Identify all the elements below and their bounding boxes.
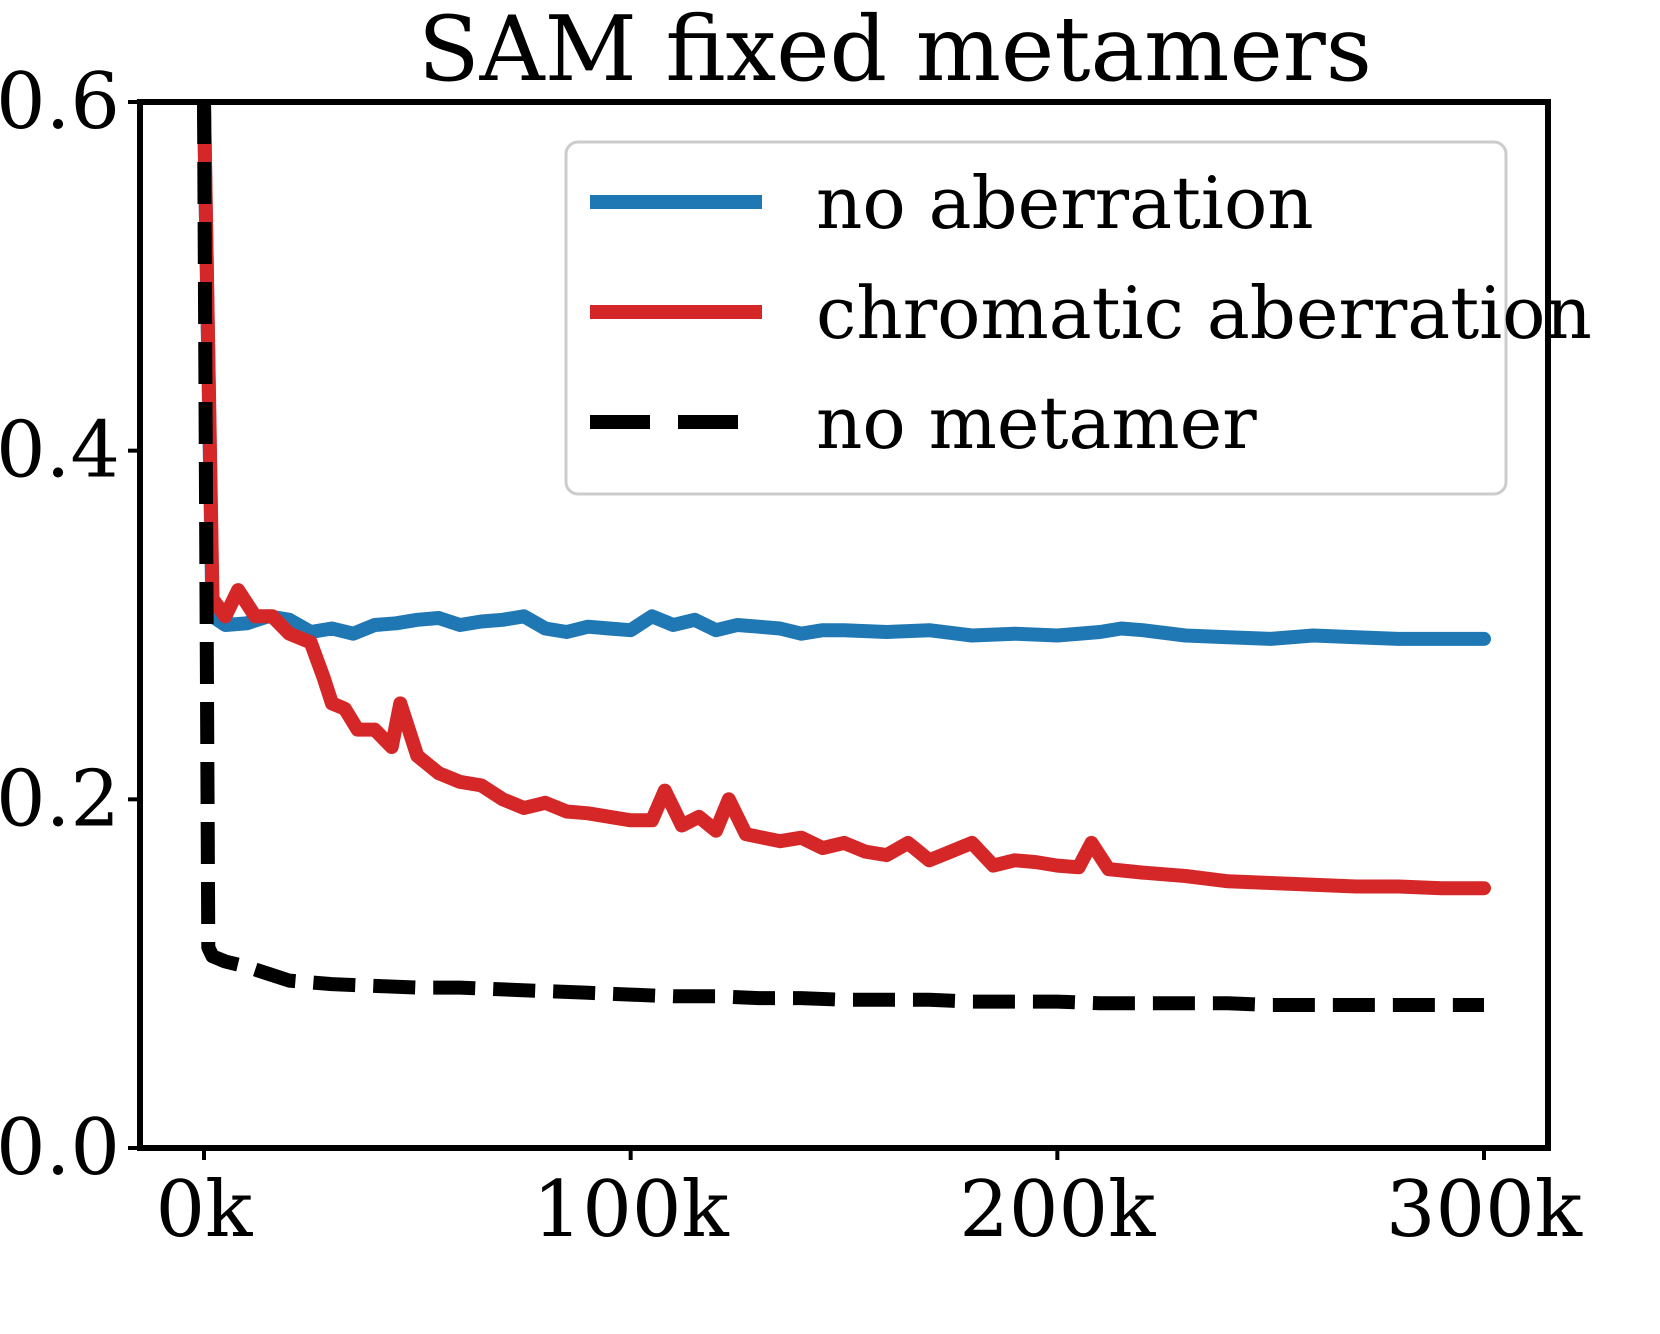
plot-area [197,102,1491,1012]
x-tick-label: 0k [156,1165,254,1255]
legend-label: no aberration [816,161,1314,245]
x-axis: 0k 100k 200k 300k [156,1148,1583,1255]
x-tick-label: 200k [959,1165,1156,1255]
series-line-chromatic-aberration [197,102,1491,896]
y-tick-label: 0.2 [0,754,120,844]
y-tick-label: 0.6 [0,57,120,147]
legend-label: no metamer [816,381,1257,465]
x-tick-label: 100k [533,1165,730,1255]
x-tick-label: 300k [1386,1165,1583,1255]
chart-title: SAM fixed metamers [418,0,1372,102]
y-axis: 0.0 0.2 0.4 0.6 [0,57,140,1193]
legend: no aberration chromatic aberration no meta… [564,140,1592,496]
series-line-no-aberration [197,102,1491,646]
legend-box [564,140,1508,496]
y-tick-label: 0.0 [0,1103,120,1193]
y-tick-label: 0.4 [0,406,120,496]
axes-frame [137,99,1551,1151]
series-line-no-metamer [197,102,1484,1012]
legend-label: chromatic aberration [816,271,1592,355]
